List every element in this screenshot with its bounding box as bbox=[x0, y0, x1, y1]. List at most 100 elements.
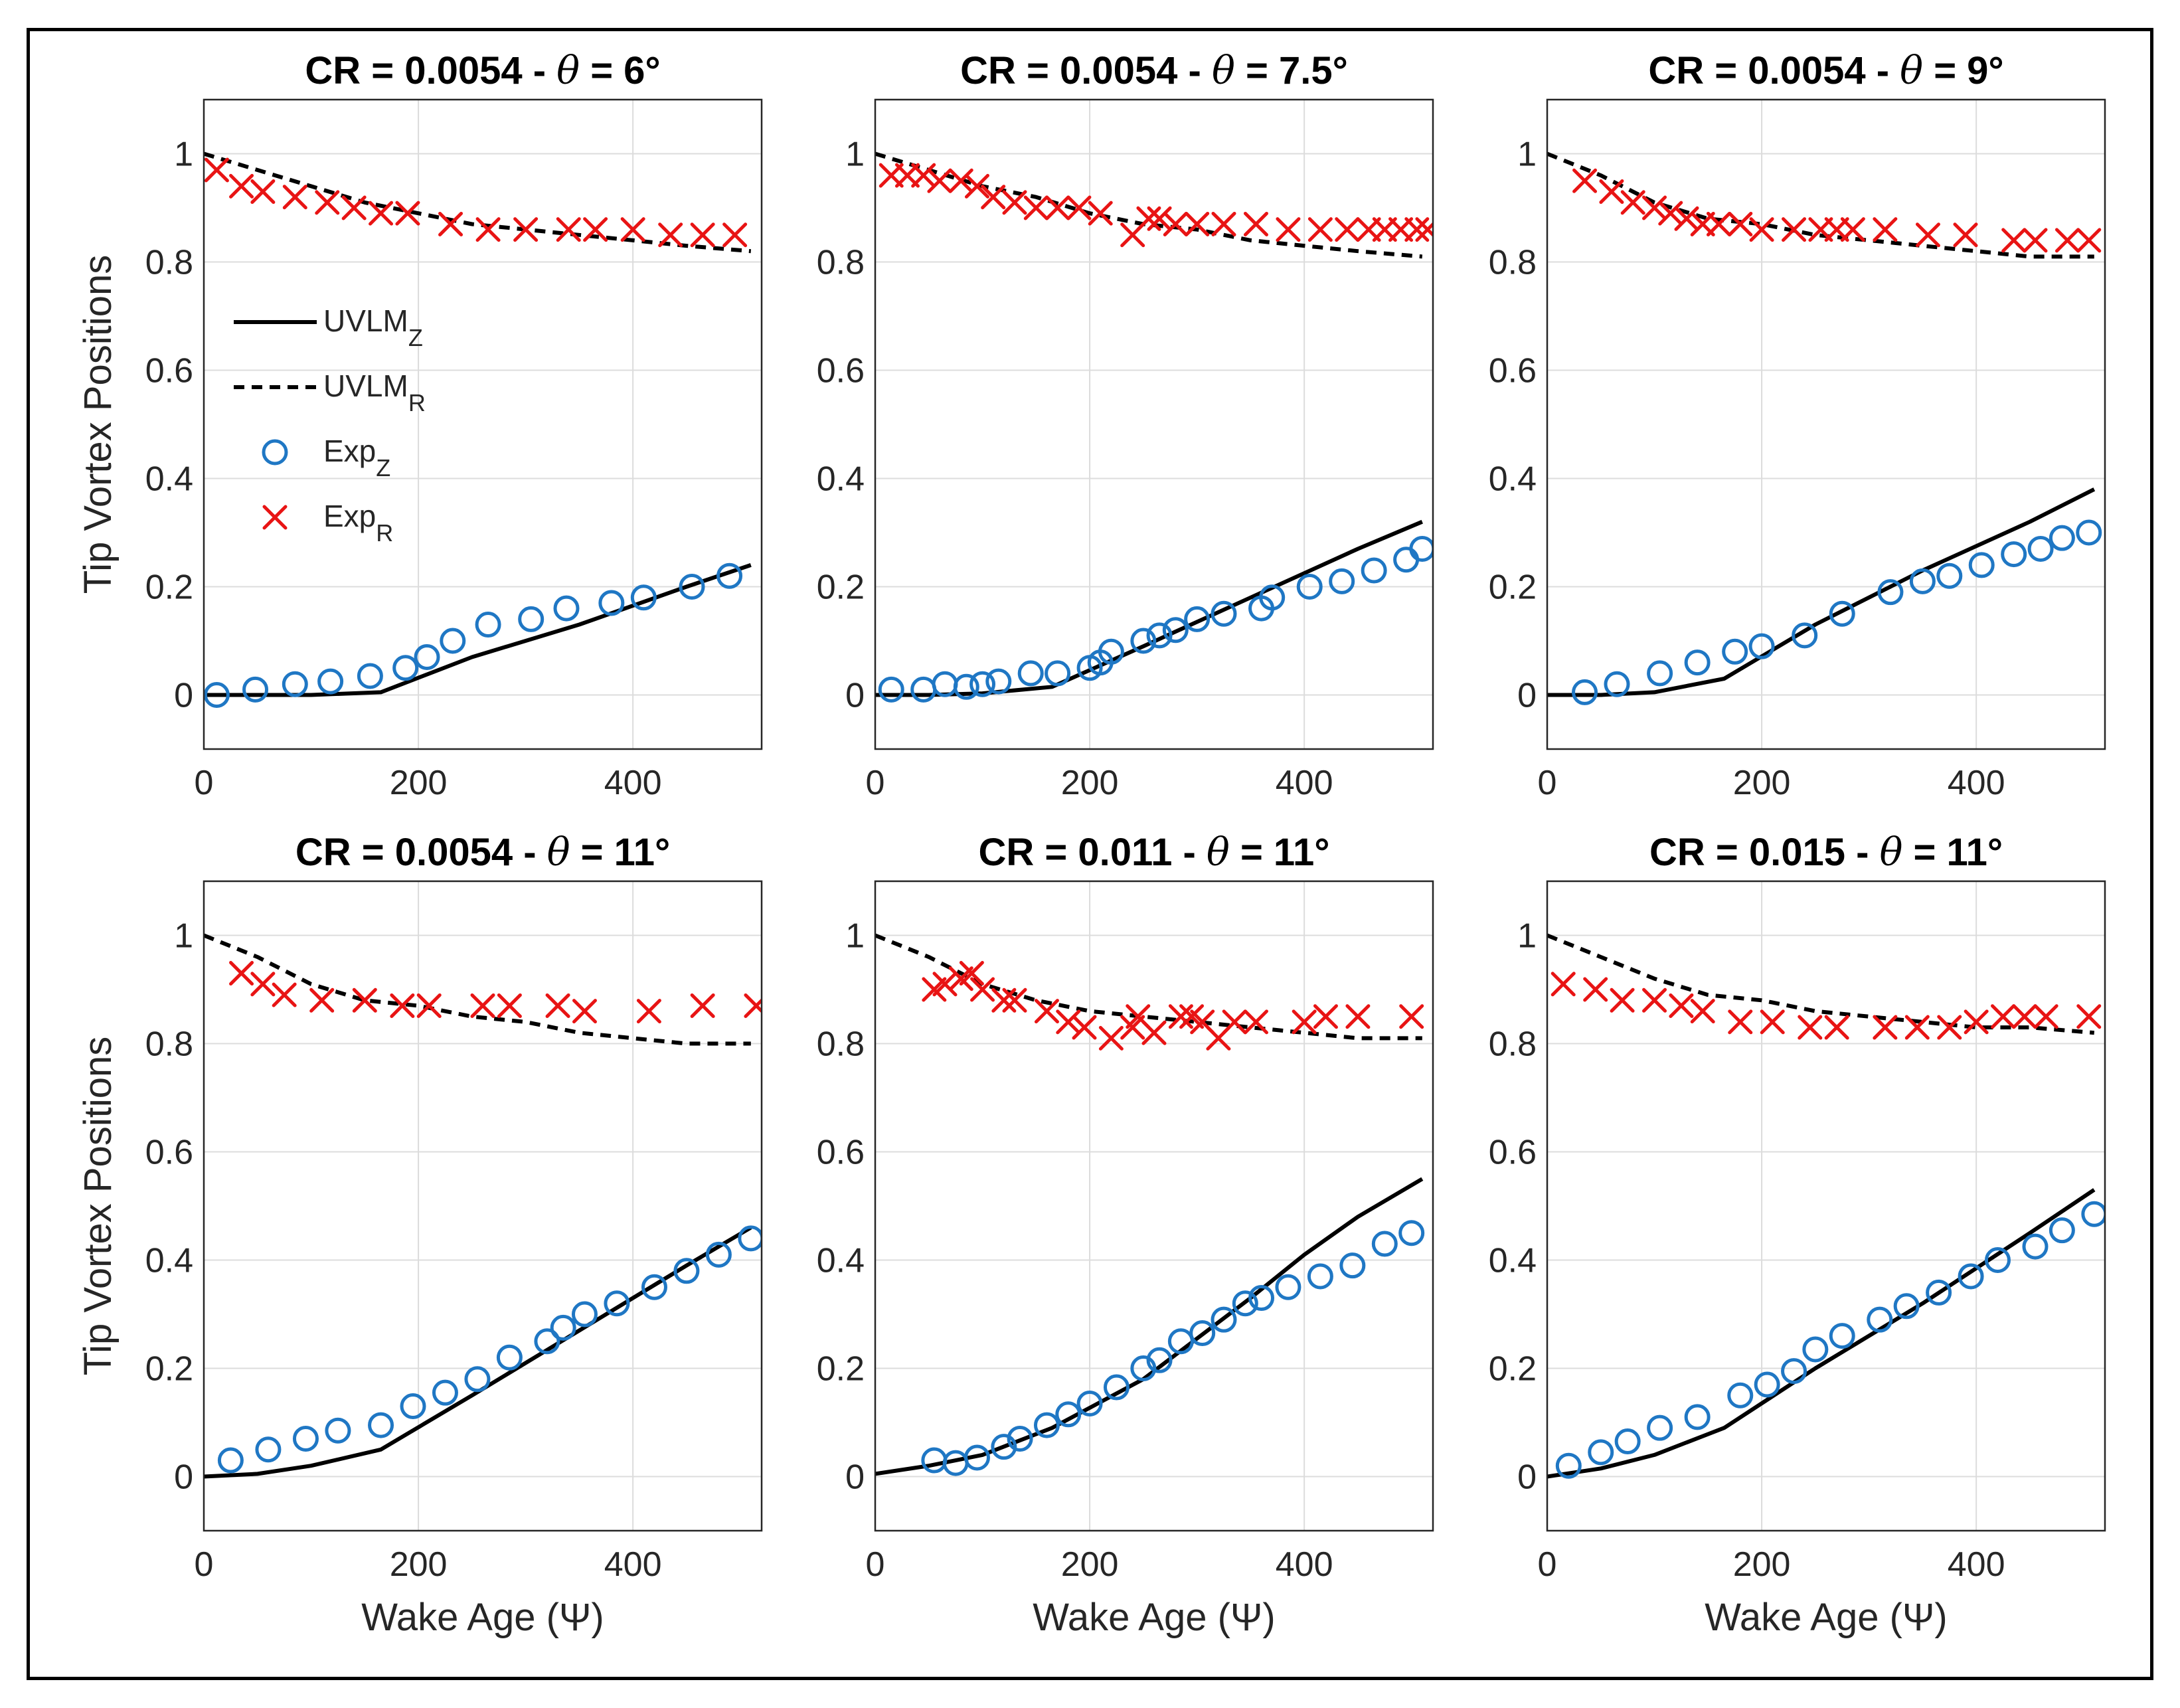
y-tick-label: 0 bbox=[174, 677, 193, 715]
chart-title-theta: θ bbox=[1880, 829, 1903, 875]
data-point-exp-r bbox=[722, 222, 748, 248]
data-point-exp-r bbox=[1345, 1004, 1371, 1029]
data-point-exp-z bbox=[1409, 535, 1433, 562]
y-tick-label: 0 bbox=[845, 677, 865, 715]
data-point-exp-z bbox=[1555, 1452, 1582, 1479]
x-tick-label: 0 bbox=[195, 1545, 214, 1584]
data-point-exp-z bbox=[1754, 1371, 1780, 1398]
y-tick-label: 0.4 bbox=[1489, 460, 1537, 499]
y-tick-label: 0.6 bbox=[1489, 1134, 1537, 1172]
data-point-exp-r bbox=[1572, 168, 1598, 193]
axes-box bbox=[874, 98, 1434, 750]
data-point-exp-r bbox=[470, 993, 495, 1018]
data-point-exp-r bbox=[1211, 211, 1236, 236]
chart-title-suffix: = 11° bbox=[1230, 831, 1330, 874]
data-point-exp-z bbox=[400, 1393, 426, 1420]
legend-marker-circle bbox=[262, 439, 288, 466]
data-point-exp-r bbox=[1782, 217, 1807, 242]
data-point-exp-z bbox=[1361, 557, 1387, 584]
x-tick-label: 0 bbox=[866, 1545, 885, 1584]
data-point-exp-r bbox=[416, 993, 442, 1018]
legend-label-main: UVLM bbox=[323, 369, 408, 403]
legend-item-exp-r: ExpR bbox=[262, 499, 393, 547]
data-point-exp-r bbox=[1706, 211, 1731, 236]
data-point-exp-r bbox=[229, 173, 254, 199]
data-point-exp-z bbox=[357, 663, 383, 689]
data-point-exp-z bbox=[2001, 541, 2027, 568]
data-point-exp-z bbox=[1647, 660, 1673, 687]
data-point-exp-r bbox=[1243, 211, 1268, 236]
data-point-exp-r bbox=[572, 999, 597, 1024]
legend-item-uvlm-z: UVLMZ bbox=[234, 303, 423, 351]
chart-title-prefix: CR = 0.0054 - bbox=[960, 49, 1212, 92]
data-point-exp-r bbox=[438, 211, 463, 236]
x-tick-label: 200 bbox=[390, 764, 448, 802]
data-point-exp-z bbox=[1684, 649, 1711, 676]
data-point-exp-r bbox=[1098, 1025, 1124, 1051]
legend-label-main: Exp bbox=[323, 499, 376, 533]
data-point-exp-r bbox=[1669, 993, 1694, 1018]
data-point-exp-z bbox=[878, 676, 904, 703]
chart-title-prefix: CR = 0.011 - bbox=[979, 831, 1207, 874]
legend-label: ExpR bbox=[323, 499, 393, 547]
x-tick-label: 0 bbox=[1538, 764, 1557, 802]
data-point-exp-r bbox=[1163, 211, 1188, 236]
y-tick-label: 0.4 bbox=[817, 1242, 865, 1280]
data-point-exp-r bbox=[1583, 977, 1608, 1002]
data-point-exp-z bbox=[242, 676, 269, 703]
data-point-exp-r bbox=[1904, 1015, 1930, 1040]
plot-series bbox=[1547, 151, 2102, 705]
data-point-exp-z bbox=[1162, 617, 1189, 643]
data-point-exp-z bbox=[969, 671, 996, 697]
data-point-exp-r bbox=[1551, 972, 1576, 997]
plot-area bbox=[204, 881, 762, 1531]
data-point-exp-r bbox=[1276, 217, 1301, 242]
x-tick-label: 0 bbox=[866, 764, 885, 802]
data-point-exp-z bbox=[475, 612, 501, 638]
data-point-exp-z bbox=[604, 1290, 630, 1317]
data-point-exp-z bbox=[496, 1344, 523, 1371]
data-point-exp-z bbox=[1371, 1231, 1398, 1257]
data-point-exp-r bbox=[1034, 999, 1059, 1024]
series-line-uvlm-r bbox=[1547, 151, 2094, 259]
data-point-exp-z bbox=[534, 1328, 560, 1355]
data-point-exp-r bbox=[1915, 222, 1940, 248]
y-tick-label: 0 bbox=[1517, 677, 1537, 715]
data-point-exp-z bbox=[630, 584, 657, 611]
data-point-exp-z bbox=[282, 671, 308, 697]
data-point-exp-r bbox=[1072, 1015, 1097, 1040]
data-point-exp-z bbox=[2049, 1217, 2075, 1244]
chart-title-suffix: = 11° bbox=[1902, 831, 2003, 874]
chart-title: CR = 0.015 - θ = 11° bbox=[1649, 829, 2003, 875]
data-point-exp-r bbox=[658, 222, 683, 248]
chart-title: CR = 0.011 - θ = 11° bbox=[979, 829, 1330, 875]
plot-area bbox=[875, 881, 1433, 1531]
data-point-exp-z bbox=[1307, 1263, 1333, 1290]
data-point-exp-z bbox=[1189, 1320, 1216, 1347]
chart-title-suffix: = 7.5° bbox=[1235, 49, 1348, 92]
x-axis-label: Wake Age (Ψ) bbox=[1033, 1596, 1275, 1639]
data-point-exp-z bbox=[991, 1434, 1017, 1460]
data-point-exp-r bbox=[1873, 217, 1898, 242]
data-point-exp-z bbox=[1614, 1428, 1641, 1455]
data-point-exp-r bbox=[932, 972, 958, 997]
data-point-exp-r bbox=[229, 961, 254, 986]
chart-panel-2: 0 200 400 0 0.2 0.4 0.6 0.8 1 CR = 0.0054 - θ = 7… bbox=[817, 48, 1434, 802]
plot-series bbox=[1547, 933, 2105, 1479]
data-point-exp-z bbox=[1936, 562, 1963, 589]
plot-series bbox=[875, 933, 1425, 1476]
data-point-exp-r bbox=[341, 195, 367, 220]
data-point-exp-r bbox=[1599, 179, 1624, 205]
data-point-exp-r bbox=[1824, 1015, 1849, 1040]
data-point-exp-r bbox=[1136, 206, 1161, 231]
data-point-exp-r bbox=[1222, 1009, 1247, 1035]
y-tick-label: 1 bbox=[1517, 135, 1537, 174]
data-point-exp-z bbox=[432, 1379, 458, 1406]
data-point-exp-r bbox=[545, 993, 570, 1018]
chart-panel-4: 0 200 400 0 0.2 0.4 0.6 0.8 1 CR = 0.0054 - θ = 1… bbox=[76, 829, 763, 1639]
data-point-exp-z bbox=[368, 1412, 394, 1438]
y-tick-label: 1 bbox=[845, 917, 865, 956]
plot-series bbox=[875, 151, 1433, 703]
